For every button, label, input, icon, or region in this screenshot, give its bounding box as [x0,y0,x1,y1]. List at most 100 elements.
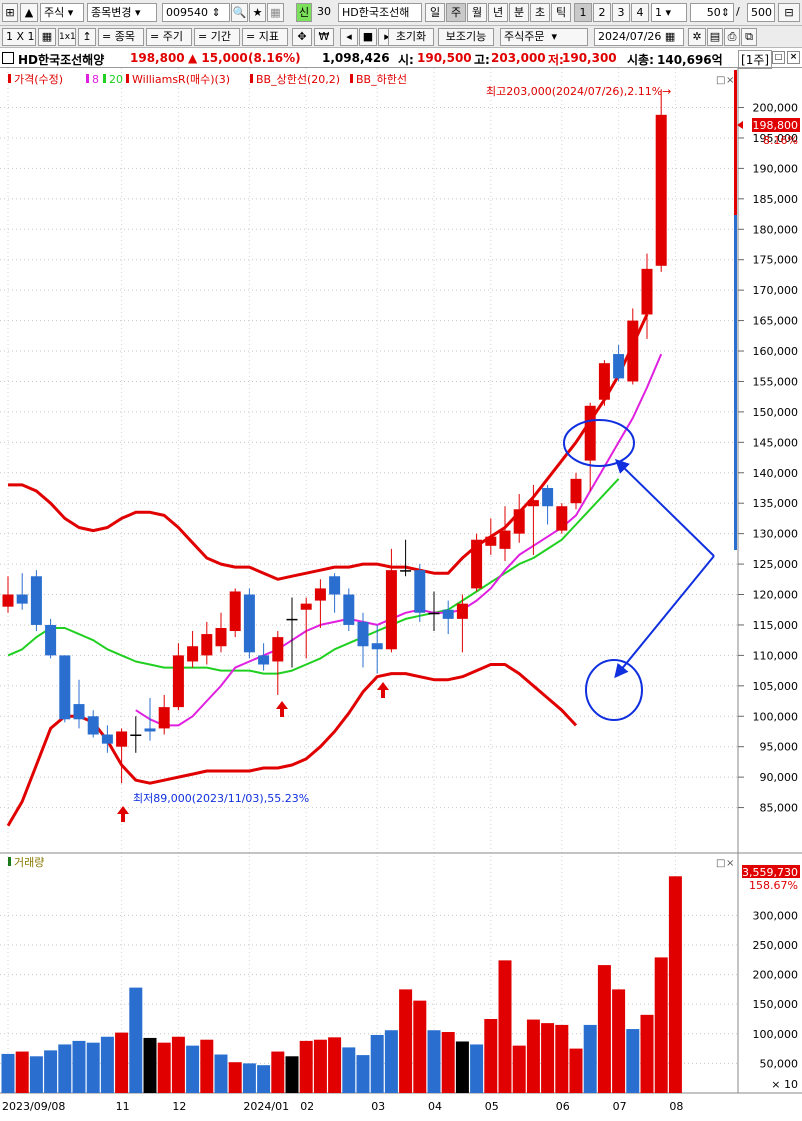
week-badge[interactable]: [1주] [738,50,773,69]
code-input[interactable]: 009540 ⇕ [162,3,230,22]
candle-body [2,594,14,607]
volume-bar [342,1047,356,1093]
price-legend: 가격(수정) 8 20 WilliamsR(매수)(3) BB_상한선(20,2… [8,72,407,86]
arrow-up-icon[interactable]: ▲ [20,3,38,22]
reset-button[interactable]: 초기화 [388,28,434,46]
stock-chart[interactable]: 85,000 90,000 95,000 100,000 105,000 110,000 1… [0,68,802,1121]
cap-label: 시총: [627,53,654,67]
high-value: 203,000 [491,51,546,65]
pin-icon[interactable]: ↥ [78,28,96,46]
volume-panel-close-icon[interactable]: × [726,858,734,869]
candle-body [187,646,199,662]
maximize-icon[interactable]: □ [772,51,785,64]
period-month[interactable]: 월 [467,3,487,22]
volume-bar [597,965,611,1093]
volume-bar [157,1042,171,1093]
candle-body [59,655,71,720]
period-week[interactable]: 주 [446,3,466,22]
price-tick-label: 150,000 [753,406,799,419]
low-value: 190,300 [562,51,617,65]
ma20-line [7,478,620,675]
checkbox[interactable] [2,52,14,64]
legend-ma8: 8 [92,73,99,86]
num-2[interactable]: 2 [593,3,611,22]
volume-bar [583,1024,597,1093]
cycle-button[interactable]: = 주기 [146,28,192,46]
period-day[interactable]: 일 [425,3,445,22]
period-year[interactable]: 년 [488,3,508,22]
items-button[interactable]: = 종목 [98,28,144,46]
window-menu-icon[interactable]: ⊟ [778,3,800,22]
market-label: 주식 [44,6,65,19]
count-input[interactable]: 50⇕ [690,3,734,22]
market-select[interactable]: 주식 ▾ [40,3,84,22]
volume-bar [313,1039,327,1093]
legend-bb-upper: BB_상한선(20,2) [256,73,340,86]
num-3[interactable]: 3 [612,3,630,22]
num-1[interactable]: 1 [574,3,592,22]
volume-bar [626,1029,640,1093]
volume-bar [399,989,413,1093]
price-axis-ticks: 85,000 90,000 95,000 100,000 105,000 110,000 1… [738,102,798,815]
calendar-icon[interactable]: ▦ [267,3,284,22]
legend-bb-lower: BB_하한선 [356,72,407,86]
print-icon[interactable]: ⎙ [724,28,740,46]
split-icon[interactable]: 1x1 [58,28,76,46]
cap-value: 140,696억 [657,53,723,67]
volume-bar [413,1000,427,1093]
days-value: 30 [317,5,331,18]
candle-body [243,594,255,653]
candle-body [30,576,42,625]
period-second[interactable]: 초 [530,3,550,22]
wave-icon[interactable]: ₩ [314,28,334,46]
window-icon[interactable]: ⊞ [2,3,18,22]
volume-tick-label: 300,000 [753,909,799,922]
candle-body [101,734,113,744]
layout-icon[interactable]: ▤ [707,28,723,46]
price-panel-maximize-icon[interactable]: □ [716,75,725,86]
order-select[interactable]: 주식주문 ▾ [500,28,588,46]
num-4[interactable]: 4 [631,3,649,22]
legend-ma8-swatch [86,74,89,83]
candle-body [130,734,142,737]
order-label: 주식주문 [504,30,545,43]
candle-body [385,570,397,650]
date-input[interactable]: 2024/07/26 ▦ [594,28,684,46]
indicator-button[interactable]: = 지표 [242,28,288,46]
prev-icon[interactable]: ◂ [340,28,358,46]
export-icon[interactable]: ⧉ [741,28,757,46]
price-tick-label: 100,000 [753,710,799,723]
candle-body [641,268,653,315]
grid-icon[interactable]: ▦ [38,28,56,46]
search-icon[interactable]: 🔍 [231,3,248,22]
volume-panel-maximize-icon[interactable]: □ [716,858,725,869]
low-label: 저: [548,53,564,67]
volume-tick-label: 200,000 [753,969,799,982]
candle-body [371,643,383,650]
aux-button[interactable]: 보조기능 [438,28,494,46]
volume-bar [86,1042,100,1093]
close-icon[interactable]: × [787,51,800,64]
period-minute[interactable]: 분 [509,3,529,22]
range-button[interactable]: = 기간 [194,28,240,46]
legend-ma20-swatch [103,74,106,83]
legend-price: 가격(수정) [14,73,63,86]
price-panel-close-icon[interactable]: × [726,75,734,86]
candle-body [116,731,128,747]
unit-select[interactable]: 1 ▾ [651,3,687,22]
change-item-select[interactable]: 종목변경 ▾ [87,3,157,22]
zoom-button[interactable]: 1 X 1 [2,28,36,46]
price-tick-label: 195,000 [753,132,799,145]
price-tick-label: 160,000 [753,345,799,358]
stop-icon[interactable]: ■ [359,28,377,46]
star-icon[interactable]: ★ [249,3,266,22]
candle-body [357,621,369,647]
gear-icon[interactable]: ✲ [688,28,706,46]
high-annotation: 최고203,000(2024/07/26),2.11%→ [486,85,671,98]
volume-bar [242,1063,256,1093]
x-tick-label: 08 [669,1100,683,1113]
crosshair-icon[interactable]: ✥ [292,28,312,46]
stock-name: HD한국조선해양 [18,53,105,67]
stock-name-field[interactable]: HD한국조선해 [338,3,422,22]
period-tick[interactable]: 틱 [551,3,571,22]
